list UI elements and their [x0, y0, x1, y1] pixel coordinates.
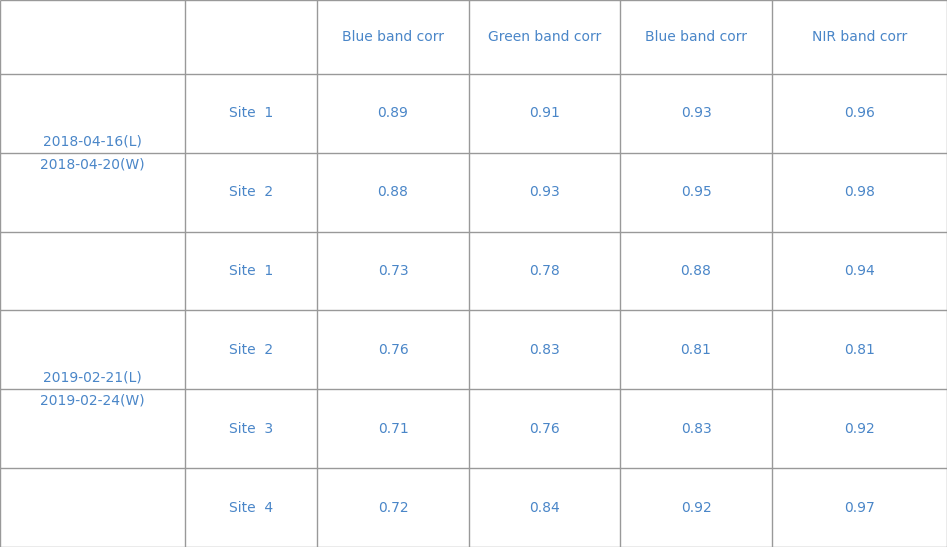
Text: Blue band corr: Blue band corr — [342, 30, 444, 44]
Text: 0.95: 0.95 — [681, 185, 711, 199]
Text: 0.93: 0.93 — [681, 106, 711, 120]
Text: 2018-04-16(L)
2018-04-20(W): 2018-04-16(L) 2018-04-20(W) — [40, 135, 145, 171]
Text: 0.96: 0.96 — [844, 106, 875, 120]
Text: 0.92: 0.92 — [681, 501, 711, 515]
Text: Site  4: Site 4 — [229, 501, 273, 515]
Text: 0.73: 0.73 — [378, 264, 408, 278]
Text: 0.91: 0.91 — [529, 106, 560, 120]
Text: 0.93: 0.93 — [529, 185, 560, 199]
Text: 0.78: 0.78 — [529, 264, 560, 278]
Text: 0.98: 0.98 — [844, 185, 875, 199]
Text: Green band corr: Green band corr — [488, 30, 601, 44]
Text: 0.76: 0.76 — [378, 343, 408, 357]
Text: Site  1: Site 1 — [229, 264, 273, 278]
Text: 2019-02-21(L)
2019-02-24(W): 2019-02-21(L) 2019-02-24(W) — [40, 371, 145, 408]
Text: Site  1: Site 1 — [229, 106, 273, 120]
Text: 0.89: 0.89 — [378, 106, 408, 120]
Text: Blue band corr: Blue band corr — [645, 30, 747, 44]
Text: 0.72: 0.72 — [378, 501, 408, 515]
Text: 0.97: 0.97 — [844, 501, 875, 515]
Text: Site  2: Site 2 — [229, 185, 273, 199]
Text: 0.76: 0.76 — [529, 422, 560, 436]
Text: 0.81: 0.81 — [844, 343, 875, 357]
Text: 0.88: 0.88 — [681, 264, 711, 278]
Text: 0.83: 0.83 — [681, 422, 711, 436]
Text: 0.84: 0.84 — [529, 501, 560, 515]
Text: 0.81: 0.81 — [681, 343, 711, 357]
Text: 0.83: 0.83 — [529, 343, 560, 357]
Text: Site  2: Site 2 — [229, 343, 273, 357]
Text: 0.88: 0.88 — [378, 185, 408, 199]
Text: Site  3: Site 3 — [229, 422, 273, 436]
Text: 0.71: 0.71 — [378, 422, 408, 436]
Text: 0.94: 0.94 — [844, 264, 875, 278]
Text: 0.92: 0.92 — [844, 422, 875, 436]
Text: NIR band corr: NIR band corr — [812, 30, 907, 44]
